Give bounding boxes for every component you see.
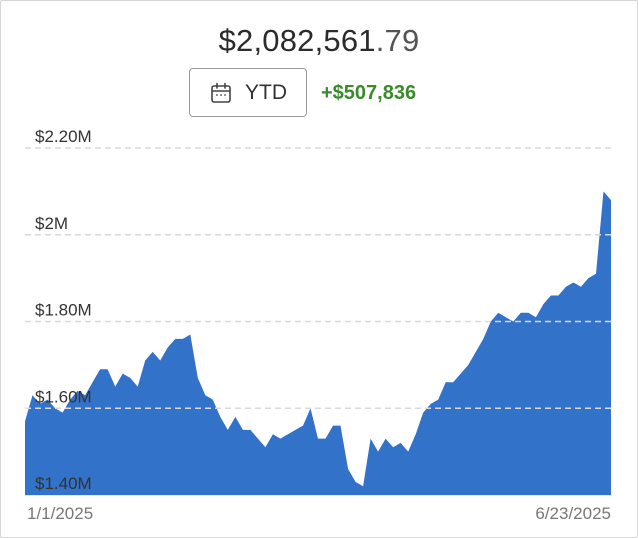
period-change-value: +$507,836 <box>321 82 417 104</box>
x-tick-label-end: 6/23/2025 <box>535 504 611 523</box>
axis-labels: $2.20M $2M $1.80M $1.60M $1.40M 1/1/2025 6/23/… <box>25 127 611 523</box>
period-label: YTD <box>245 80 287 104</box>
portfolio-value-area <box>25 191 611 495</box>
x-tick-label-start: 1/1/2025 <box>27 504 93 523</box>
y-tick-label: $2M <box>35 214 68 233</box>
y-tick-label: $1.40M <box>35 474 92 493</box>
period-selector-button[interactable]: YTD <box>189 68 307 117</box>
y-tick-label: $2.20M <box>35 127 92 146</box>
balance-cents: .79 <box>375 23 420 58</box>
portfolio-balance: $2,082,561.79 <box>1 23 637 59</box>
balance-dollars: $2,082,561 <box>218 23 376 58</box>
calendar-icon <box>211 82 231 103</box>
y-tick-label: $1.80M <box>35 301 92 320</box>
y-tick-label: $1.60M <box>35 387 92 406</box>
